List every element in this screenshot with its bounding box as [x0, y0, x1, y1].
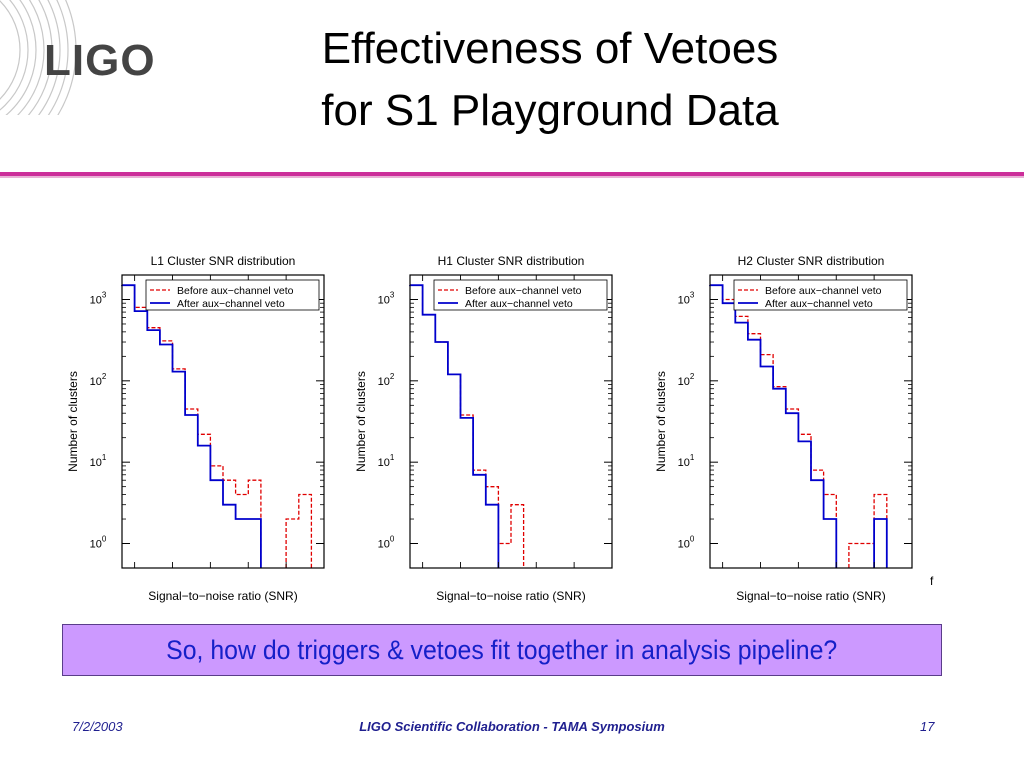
y-tick-exponent: 2 [690, 372, 695, 381]
slide-title-line-2: for S1 Playground Data [321, 86, 779, 135]
after-veto-series-line [709, 284, 888, 568]
stray-character: f [930, 574, 934, 588]
y-axis-label: Number of clusters [654, 371, 668, 472]
chart-title: L1 Cluster SNR distribution [151, 254, 296, 268]
h2-snr-chart: H2 Cluster SNR distribution 100 101 102 103 S… [650, 248, 925, 608]
after-veto-series-line [409, 284, 500, 568]
y-tick-base: 10 [90, 294, 102, 306]
y-tick-exponent: 0 [690, 535, 695, 544]
y-tick-label: 100 [678, 535, 695, 551]
y-tick-exponent: 3 [102, 290, 107, 299]
y-tick-exponent: 1 [390, 453, 395, 462]
y-tick-label: 101 [678, 453, 695, 469]
plot-frame [409, 274, 613, 569]
chart-title: H1 Cluster SNR distribution [438, 254, 585, 268]
y-tick-label: 102 [378, 372, 395, 388]
y-tick-label: 102 [678, 372, 695, 388]
legend-label: Before aux−channel veto [765, 285, 882, 297]
question-callout: So, how do triggers & vetoes fit togethe… [62, 624, 942, 676]
chart-svg: H1 Cluster SNR distribution100101102103S… [354, 254, 613, 603]
title-divider-shadow [0, 176, 1024, 178]
after-veto-series-line [121, 284, 262, 568]
chart-svg: H2 Cluster SNR distribution100101102103S… [654, 254, 913, 603]
legend-label: After aux−channel veto [177, 298, 285, 310]
title-divider [0, 172, 1024, 176]
y-tick-base: 10 [90, 376, 102, 388]
y-tick-exponent: 0 [102, 535, 107, 544]
before-veto-series-line [409, 284, 525, 568]
ligo-logo-arcs-icon [0, 0, 77, 167]
y-tick-exponent: 2 [390, 372, 395, 381]
y-tick-exponent: 2 [102, 372, 107, 381]
callout-text: So, how do triggers & vetoes fit togethe… [166, 634, 838, 665]
x-axis-label: Signal−to−noise ratio (SNR) [736, 589, 885, 603]
y-tick-base: 10 [378, 294, 390, 306]
y-axis-label: Number of clusters [66, 371, 80, 472]
plot-frame [709, 274, 913, 569]
y-tick-label: 102 [90, 372, 107, 388]
y-tick-exponent: 0 [390, 535, 395, 544]
y-tick-exponent: 3 [390, 290, 395, 299]
y-axis-label: Number of clusters [354, 371, 368, 472]
y-tick-exponent: 3 [690, 290, 695, 299]
legend-label: After aux−channel veto [465, 298, 573, 310]
footer-title: LIGO Scientific Collaboration - TAMA Sym… [359, 719, 665, 734]
x-axis-label: Signal−to−noise ratio (SNR) [436, 589, 585, 603]
ligo-logo: LIGO [0, 0, 170, 167]
footer-page-number: 17 [920, 719, 935, 734]
y-tick-base: 10 [678, 457, 690, 469]
y-tick-label: 101 [90, 453, 107, 469]
legend-box [433, 279, 608, 311]
chart-svg: L1 Cluster SNR distribution100101102103S… [66, 254, 325, 603]
y-tick-label: 100 [90, 535, 107, 551]
y-tick-exponent: 1 [102, 453, 107, 462]
legend-box [145, 279, 320, 311]
y-tick-label: 100 [378, 535, 395, 551]
legend-label: Before aux−channel veto [177, 285, 294, 297]
y-tick-base: 10 [378, 539, 390, 551]
plot-frame [121, 274, 325, 569]
y-tick-base: 10 [678, 539, 690, 551]
footer-date: 7/2/2003 [72, 719, 123, 734]
y-tick-label: 101 [378, 453, 395, 469]
x-axis-label: Signal−to−noise ratio (SNR) [148, 589, 297, 603]
chart-title: H2 Cluster SNR distribution [738, 254, 885, 268]
y-tick-base: 10 [378, 376, 390, 388]
y-tick-base: 10 [378, 457, 390, 469]
y-tick-base: 10 [678, 294, 690, 306]
slide-title-line-1: Effectiveness of Vetoes [321, 24, 779, 73]
legend-label: Before aux−channel veto [465, 285, 582, 297]
before-veto-series-line [121, 284, 313, 568]
legend-box [733, 279, 908, 311]
y-tick-label: 103 [90, 290, 107, 306]
y-tick-base: 10 [90, 539, 102, 551]
y-tick-base: 10 [90, 457, 102, 469]
y-tick-base: 10 [678, 376, 690, 388]
ligo-logo-text: LIGO [44, 36, 156, 85]
y-tick-label: 103 [678, 290, 695, 306]
l1-snr-chart: L1 Cluster SNR distribution 100 101 102 103 S… [62, 248, 337, 608]
legend-label: After aux−channel veto [765, 298, 873, 310]
h1-snr-chart: H1 Cluster SNR distribution 100 101 102 103 S… [350, 248, 625, 608]
y-tick-exponent: 1 [690, 453, 695, 462]
y-tick-label: 103 [378, 290, 395, 306]
